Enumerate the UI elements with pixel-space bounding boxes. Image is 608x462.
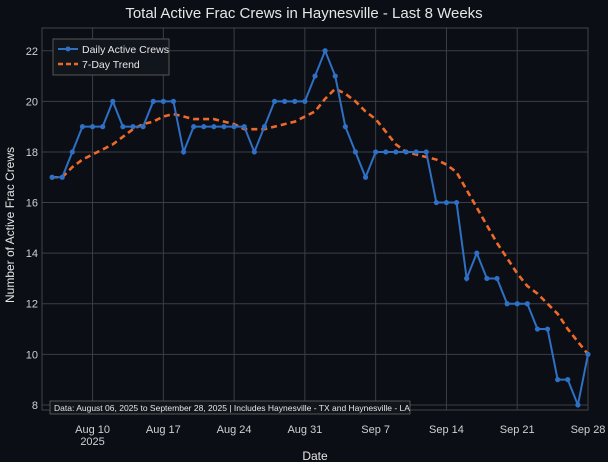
chart-title: Total Active Frac Crews in Haynesville -… bbox=[125, 5, 482, 22]
y-tick-label: 8 bbox=[32, 400, 38, 412]
daily-point bbox=[504, 301, 510, 307]
annotation-box bbox=[49, 400, 411, 415]
y-tick-label: 20 bbox=[26, 96, 38, 108]
daily-point bbox=[170, 98, 177, 104]
daily-point bbox=[393, 149, 399, 155]
legend-box bbox=[52, 38, 170, 76]
daily-point bbox=[302, 98, 308, 104]
daily-point bbox=[282, 98, 288, 104]
daily-point bbox=[160, 98, 166, 104]
daily-point bbox=[544, 326, 551, 332]
daily-point bbox=[514, 301, 520, 307]
daily-point bbox=[423, 149, 429, 155]
y-axis-label: Number of Active Frac Crews bbox=[3, 147, 17, 303]
daily-point bbox=[312, 73, 318, 79]
x-tick-label: Aug 24 bbox=[217, 424, 252, 436]
daily-point bbox=[565, 377, 571, 383]
daily-point bbox=[352, 149, 359, 155]
x-tick-label: Sep 28 bbox=[571, 424, 606, 436]
legend: Daily Active Crews 7-Day Trend bbox=[52, 38, 170, 76]
daily-point bbox=[362, 174, 369, 180]
daily-point bbox=[484, 275, 490, 282]
legend-label-daily: Daily Active Crews bbox=[82, 44, 169, 56]
x-tick-label: Sep 7 bbox=[361, 424, 390, 436]
y-tick-label: 16 bbox=[26, 198, 38, 210]
daily-point bbox=[474, 250, 480, 256]
daily-point bbox=[201, 124, 207, 130]
daily-point bbox=[534, 326, 541, 332]
daily-point bbox=[575, 402, 581, 408]
x-tick-label: Sep 14 bbox=[429, 424, 464, 436]
x-tick-sublabel: 2025 bbox=[80, 436, 104, 448]
daily-point bbox=[120, 124, 126, 130]
daily-point bbox=[140, 124, 146, 130]
daily-point bbox=[342, 124, 348, 130]
series-daily-active-crews bbox=[49, 48, 591, 409]
y-tick-label: 14 bbox=[26, 248, 38, 260]
x-tick-label: Aug 31 bbox=[287, 424, 322, 436]
x-tick-label: Aug 10 bbox=[75, 424, 110, 436]
x-axis-label: Date bbox=[302, 449, 328, 462]
daily-point bbox=[79, 124, 86, 130]
daily-point bbox=[191, 124, 197, 130]
daily-point bbox=[251, 149, 257, 155]
daily-point bbox=[150, 98, 156, 104]
daily-point bbox=[180, 149, 187, 155]
daily-point bbox=[453, 199, 460, 206]
daily-point bbox=[271, 98, 278, 104]
daily-point bbox=[383, 149, 389, 155]
data-annotation: Data: August 06, 2025 to September 28, 2… bbox=[54, 403, 410, 413]
daily-point bbox=[373, 149, 379, 155]
daily-point bbox=[69, 149, 75, 155]
y-axis-ticks: 8 10 12 14 16 18 20 22 bbox=[26, 46, 38, 412]
daily-point bbox=[332, 73, 338, 79]
daily-point bbox=[403, 149, 409, 155]
legend-label-trend: 7-Day Trend bbox=[82, 59, 140, 71]
daily-point bbox=[585, 351, 591, 357]
daily-point bbox=[261, 124, 268, 130]
daily-point bbox=[464, 275, 470, 282]
y-tick-label: 22 bbox=[26, 46, 38, 58]
daily-point bbox=[59, 174, 65, 180]
y-tick-label: 10 bbox=[26, 349, 38, 361]
daily-point bbox=[130, 124, 136, 130]
y-tick-label: 12 bbox=[26, 299, 38, 311]
daily-point bbox=[100, 124, 106, 130]
daily-point bbox=[322, 48, 328, 54]
daily-point bbox=[221, 124, 227, 130]
daily-point bbox=[241, 124, 247, 130]
daily-point bbox=[110, 98, 116, 104]
daily-point bbox=[433, 199, 439, 206]
legend-marker-daily bbox=[65, 46, 71, 52]
x-tick-label: Sep 21 bbox=[500, 424, 535, 436]
daily-point bbox=[494, 275, 500, 282]
x-tick-label: Aug 17 bbox=[146, 424, 181, 436]
daily-point bbox=[231, 124, 237, 130]
daily-point bbox=[211, 124, 217, 130]
daily-point bbox=[292, 98, 298, 104]
daily-point bbox=[49, 174, 55, 180]
daily-point bbox=[413, 149, 419, 155]
y-tick-label: 18 bbox=[26, 147, 38, 159]
daily-point bbox=[524, 301, 530, 307]
daily-point bbox=[443, 199, 450, 206]
daily-point bbox=[555, 377, 561, 383]
daily-point bbox=[89, 124, 96, 130]
